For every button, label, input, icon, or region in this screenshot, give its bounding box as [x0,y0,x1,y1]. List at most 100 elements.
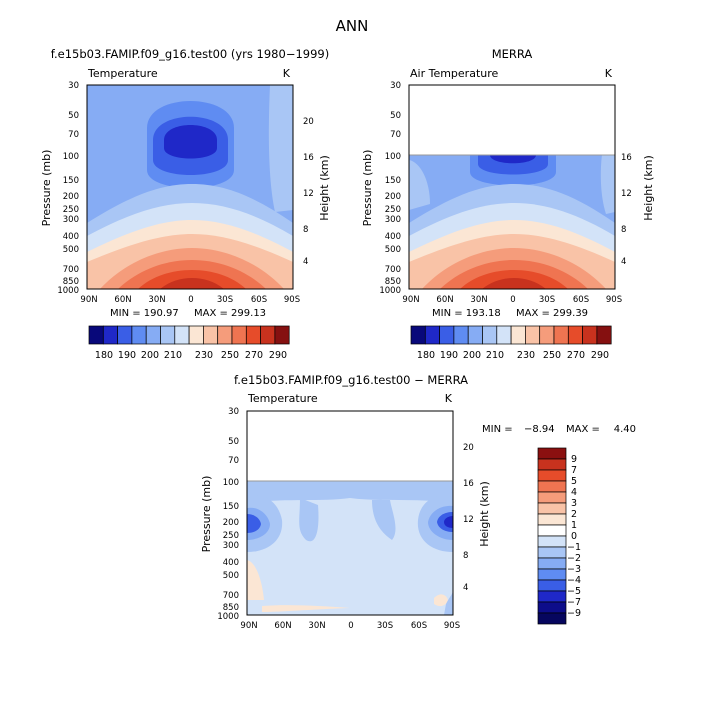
colorbar-swatch [439,325,455,345]
colorbar-swatch [537,447,567,460]
h-tick-8: 8 [463,551,468,561]
colorbar-label: 180 [417,350,435,361]
colorbar-swatch [131,325,147,345]
colorbar-diff-label: 1 [571,520,577,531]
p-tick-70: 70 [68,130,79,140]
panel-diff: f.e15b03.FAMIP.f09_g16.test00 − MERRA Te… [200,373,636,631]
p-tick-300: 300 [63,215,79,225]
colorbar-diff-label: −2 [567,553,581,564]
panel-model-field [87,85,293,289]
p-tick-400: 400 [223,558,239,568]
colorbar-swatch [537,601,567,614]
colorbar-swatch [174,325,190,345]
p-tick-300: 300 [223,541,239,551]
p-tick-500: 500 [385,245,401,255]
colorbar-label: 250 [543,350,561,361]
panel-obs-lat-ticks: 90N 60N 30N 0 30S 60S 90S [402,295,622,305]
h-tick-16: 16 [463,479,474,489]
p-tick-30: 30 [390,81,401,91]
p-tick-850: 850 [63,277,79,287]
p-tick-30: 30 [228,407,239,417]
colorbar-obs-boxes [410,325,612,345]
p-tick-700: 700 [385,265,401,275]
colorbar-diff-label: 5 [571,476,577,487]
panel-diff-max-label: MAX = [566,424,600,435]
p-tick-700: 700 [223,591,239,601]
colorbar-swatch [537,480,567,493]
panel-diff-pressure-ticks: 30 50 70 100 150 200 250 300 400 500 700… [217,407,239,622]
panel-diff-min-value: −8.94 [524,424,555,435]
panel-obs-ylabel: Pressure (mb) [361,150,374,227]
p-tick-50: 50 [390,111,401,121]
p-tick-70: 70 [228,456,239,466]
colorbar-swatch [537,502,567,515]
panel-diff-variable: Temperature [247,392,318,405]
lat-tick-30s: 30S [539,295,555,305]
colorbar-model: 180 190 200 210 230 250 270 290 300 [88,325,290,361]
colorbar-label: 190 [118,350,136,361]
panel-diff-field [247,480,453,615]
panel-obs-header: MERRA [492,47,533,61]
colorbar-swatch [410,325,426,345]
colorbar-swatch [145,325,161,345]
colorbar-diff-label: −9 [567,608,581,619]
colorbar-swatch [537,491,567,504]
colorbar-swatch [467,325,483,345]
colorbar-diff-label: −7 [567,597,581,608]
colorbar-swatch [582,325,598,345]
colorbar-swatch [496,325,512,345]
colorbar-swatch [537,458,567,471]
colorbar-swatch [537,524,567,537]
panel-obs-min: MIN = 193.18 [432,308,501,319]
panel-model-axes: 30 50 70 100 150 200 250 300 400 500 700… [57,81,313,305]
p-tick-150: 150 [63,176,79,186]
colorbar-swatch [245,325,261,345]
panel-model-units: K [283,67,291,80]
panel-diff-axes: 30 50 70 100 150 200 250 300 400 500 700… [217,407,473,631]
p-tick-70: 70 [390,130,401,140]
colorbar-model-labels: 180 190 200 210 230 250 270 290 300 [95,350,287,361]
panel-model-min: MIN = 190.97 [110,308,179,319]
lat-tick-90s: 90S [444,621,460,631]
colorbar-diff-label: 3 [571,498,577,509]
h-tick-12: 12 [463,515,474,525]
panel-model-ylabel: Pressure (mb) [40,150,53,227]
colorbar-obs-labels: 180 190 200 210 230 250 270 290 300 [417,350,609,361]
colorbar-diff-label: 2 [571,509,577,520]
colorbar-diff-label: 9 [571,454,577,465]
colorbar-label: 290 [269,350,287,361]
colorbar-swatch [260,325,276,345]
lat-tick-60n: 60N [114,295,131,305]
colorbar-swatch [596,325,612,345]
p-tick-500: 500 [63,245,79,255]
colorbar-diff: 9 7 5 4 3 2 1 0 −1 −2 −3 −4 −5 −7 −9 [537,447,581,625]
panel-model-header: f.e15b03.FAMIP.f09_g16.test00 (yrs 1980−… [51,47,329,61]
colorbar-label: 210 [486,350,504,361]
lat-tick-90n: 90N [240,621,257,631]
colorbar-swatch [537,557,567,570]
panel-diff-min-label: MIN = [482,424,513,435]
colorbar-diff-label: −3 [567,564,581,575]
p-tick-250: 250 [63,205,79,215]
p-tick-100: 100 [223,478,239,488]
panel-model-lat-ticks: 90N 60N 30N 0 30S 60S 90S [80,295,300,305]
colorbar-swatch [482,325,498,345]
panel-diff-lat-ticks: 90N 60N 30N 0 30S 60S 90S [240,621,460,631]
h-tick-8: 8 [621,225,626,235]
panel-obs-ylabel-right: Height (km) [642,155,655,221]
panel-model-height-ticks: 20 16 12 8 4 [303,117,314,267]
lat-tick-60s: 60S [251,295,267,305]
colorbar-label: 200 [463,350,481,361]
lat-tick-90s: 90S [606,295,622,305]
p-tick-850: 850 [223,603,239,613]
p-tick-1000: 1000 [217,612,239,622]
colorbar-swatch [510,325,526,345]
p-tick-1000: 1000 [57,286,79,296]
h-tick-16: 16 [621,153,632,163]
p-tick-400: 400 [385,232,401,242]
p-tick-30: 30 [68,81,79,91]
p-tick-400: 400 [63,232,79,242]
colorbar-label: 250 [221,350,239,361]
p-tick-100: 100 [63,152,79,162]
